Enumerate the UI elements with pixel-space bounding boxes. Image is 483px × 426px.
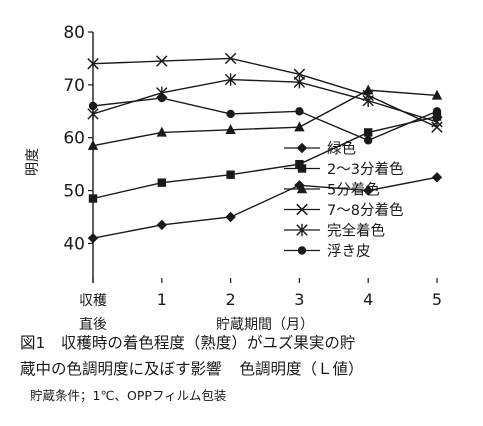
x-tick-label: 収穫 xyxy=(79,293,107,309)
figure-caption-title-end: 蔵中の色調明度に及ぼす影響 xyxy=(20,360,222,378)
data-point xyxy=(224,73,237,86)
marker-stroke xyxy=(156,55,168,67)
data-point xyxy=(157,178,166,187)
x-axis-title: 貯蔵期間（月） xyxy=(216,317,314,333)
x-tick-label: 4 xyxy=(363,290,373,309)
y-tick-label: 50 xyxy=(63,182,85,202)
legend-entry: 完全着色 xyxy=(284,222,385,240)
series-line xyxy=(92,57,438,128)
data-point xyxy=(364,136,373,145)
legend-label: 5分着色 xyxy=(327,182,380,199)
data-point xyxy=(431,172,443,183)
x-tick-sublabel: 直後 xyxy=(79,316,107,333)
x-tick-label: 1 xyxy=(157,290,167,309)
chart-series xyxy=(87,52,443,244)
data-point xyxy=(226,109,235,119)
legend-label: 完全着色 xyxy=(327,222,385,240)
legend-marker xyxy=(296,203,308,216)
data-point xyxy=(295,159,304,169)
legend-label: 2～3分着色 xyxy=(327,161,403,178)
y-tick-label: 70 xyxy=(63,76,85,96)
y-tick-label: 40 xyxy=(63,234,85,254)
data-point xyxy=(363,185,374,196)
data-point xyxy=(156,219,167,231)
data-point xyxy=(293,68,306,81)
series-line xyxy=(92,97,438,142)
data-point xyxy=(432,107,442,116)
data-point xyxy=(156,126,167,137)
data-point xyxy=(363,84,374,95)
series-2 xyxy=(88,112,442,203)
data-point xyxy=(294,121,305,132)
figure-caption-line2: 蔵中の色調明度に及ぼす影響 色調明度（Ｌ値） xyxy=(20,359,364,379)
data-point xyxy=(225,124,236,134)
legend-entry: 7～8分着色 xyxy=(284,202,403,219)
data-point xyxy=(226,170,235,179)
data-point xyxy=(362,94,374,107)
data-point xyxy=(88,101,98,111)
legend-label: 緑色 xyxy=(327,141,356,158)
legend-marker xyxy=(297,246,307,255)
y-tick-label: 80 xyxy=(63,23,85,43)
legend-entry: 緑色 xyxy=(284,141,356,158)
figure-caption-line1: 図1 収穫時の着色程度（熟度）がユズ果実の貯 xyxy=(20,334,356,352)
marker-stroke xyxy=(224,52,237,65)
x-tick-label: 5 xyxy=(432,290,442,309)
marker-stroke xyxy=(293,68,306,81)
series-6 xyxy=(88,93,442,145)
legend-label: 浮き皮 xyxy=(327,243,371,260)
data-point xyxy=(224,52,237,65)
legend-marker xyxy=(296,142,308,154)
data-point xyxy=(87,139,99,150)
series-line xyxy=(92,78,438,123)
data-point xyxy=(156,55,168,67)
figure-caption-unit-note: 色調明度（Ｌ値） xyxy=(239,360,364,378)
legend-entry: 5分着色 xyxy=(284,182,380,199)
data-point xyxy=(364,128,373,137)
data-point xyxy=(295,107,304,116)
series-line xyxy=(92,115,438,200)
data-point xyxy=(157,93,166,103)
data-point xyxy=(225,211,236,223)
y-tick-label: 60 xyxy=(63,129,85,149)
series-line xyxy=(92,89,438,147)
series-3 xyxy=(87,84,443,150)
legend-entry: 浮き皮 xyxy=(284,243,371,260)
legend-marker xyxy=(297,164,307,173)
data-point xyxy=(431,89,443,100)
series-1 xyxy=(87,172,443,244)
x-tick-label: 3 xyxy=(294,290,304,309)
data-point xyxy=(88,194,98,203)
legend-marker xyxy=(296,223,308,237)
legend-marker xyxy=(296,183,308,194)
series-5 xyxy=(87,73,443,129)
data-point xyxy=(293,76,306,89)
series-4 xyxy=(87,52,443,133)
data-point xyxy=(87,57,99,70)
marker-stroke xyxy=(87,57,99,70)
series-line xyxy=(92,176,438,239)
storage-condition-note: 貯蔵条件；1℃、OPPフィルム包装 xyxy=(30,388,227,403)
legend-label: 7～8分着色 xyxy=(327,202,403,219)
legend-entry: 2～3分着色 xyxy=(284,161,403,178)
data-point xyxy=(431,115,443,129)
data-point xyxy=(87,232,99,244)
marker-stroke xyxy=(296,203,308,216)
y-axis-title: 明度 xyxy=(25,148,41,176)
x-tick-label: 2 xyxy=(226,290,236,309)
